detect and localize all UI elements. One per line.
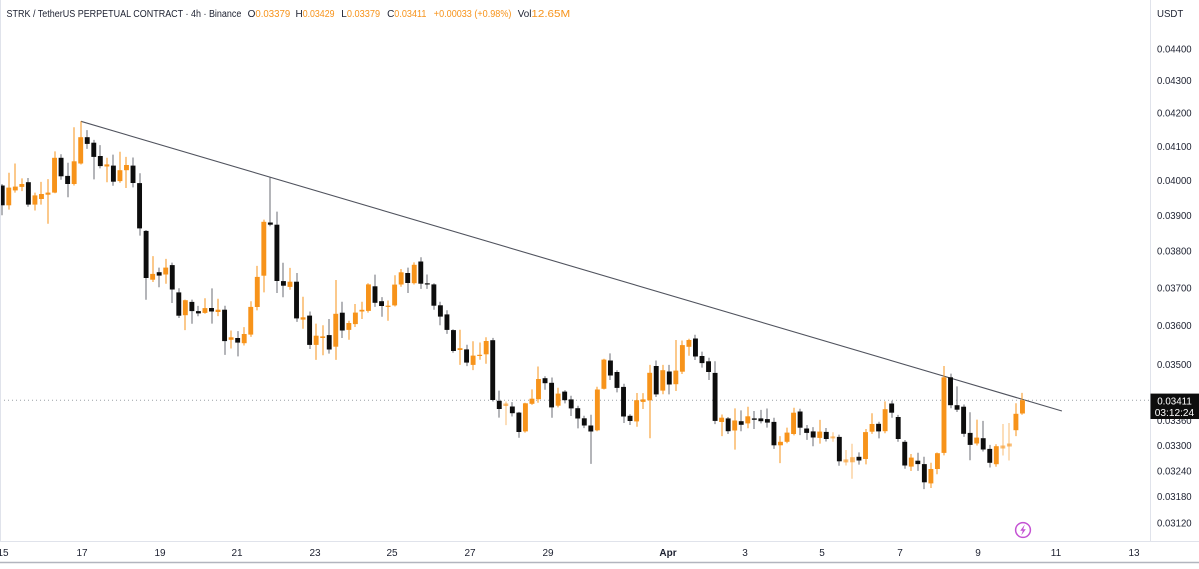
- svg-text:+0.00033 (+0.98%): +0.00033 (+0.98%): [434, 9, 512, 20]
- svg-text:7: 7: [897, 548, 903, 559]
- svg-text:USDT: USDT: [1157, 9, 1183, 20]
- svg-text:27: 27: [464, 548, 476, 559]
- svg-text:0.03379: 0.03379: [347, 9, 381, 20]
- svg-text:0.03411: 0.03411: [394, 9, 426, 20]
- svg-text:0.03700: 0.03700: [1157, 283, 1192, 294]
- svg-text:0.03180: 0.03180: [1157, 492, 1192, 503]
- svg-text:0.04000: 0.04000: [1157, 176, 1192, 187]
- svg-text:11: 11: [1051, 548, 1062, 559]
- svg-text:21: 21: [231, 548, 243, 559]
- svg-text:0.04400: 0.04400: [1157, 45, 1192, 56]
- svg-text:0.03600: 0.03600: [1157, 321, 1192, 332]
- svg-text:0.03900: 0.03900: [1157, 211, 1192, 222]
- svg-text:5: 5: [819, 548, 825, 559]
- svg-text:0.04200: 0.04200: [1157, 109, 1192, 120]
- svg-text:Apr: Apr: [659, 548, 676, 559]
- svg-text:0.03379: 0.03379: [255, 9, 290, 20]
- svg-text:29: 29: [542, 548, 554, 559]
- svg-text:23: 23: [309, 548, 321, 559]
- svg-text:0.03800: 0.03800: [1157, 247, 1192, 258]
- svg-text:0.03500: 0.03500: [1157, 360, 1192, 371]
- svg-text:15: 15: [0, 548, 9, 559]
- svg-text:3: 3: [742, 548, 748, 559]
- svg-text:13: 13: [1128, 548, 1140, 559]
- svg-text:H: H: [296, 9, 303, 20]
- svg-text:0.04300: 0.04300: [1157, 76, 1192, 87]
- svg-text:0.04100: 0.04100: [1157, 142, 1192, 153]
- svg-text:0.03240: 0.03240: [1157, 466, 1192, 477]
- svg-text:STRK / TetherUS PERPETUAL CONT: STRK / TetherUS PERPETUAL CONTRACT · 4h …: [7, 9, 242, 20]
- svg-text:9: 9: [975, 548, 981, 559]
- svg-text:O: O: [248, 9, 256, 20]
- svg-text:0.03120: 0.03120: [1157, 518, 1192, 529]
- svg-text:0.03300: 0.03300: [1157, 441, 1192, 452]
- svg-text:C: C: [387, 9, 394, 20]
- svg-text:0.03429: 0.03429: [303, 9, 335, 20]
- svg-text:19: 19: [154, 548, 166, 559]
- svg-text:17: 17: [76, 548, 88, 559]
- svg-text:25: 25: [386, 548, 398, 559]
- svg-text:Vol: Vol: [518, 9, 532, 20]
- svg-text:0.03411: 0.03411: [1157, 397, 1192, 408]
- svg-text:03:12:24: 03:12:24: [1155, 408, 1195, 419]
- svg-text:12.65M: 12.65M: [531, 9, 570, 20]
